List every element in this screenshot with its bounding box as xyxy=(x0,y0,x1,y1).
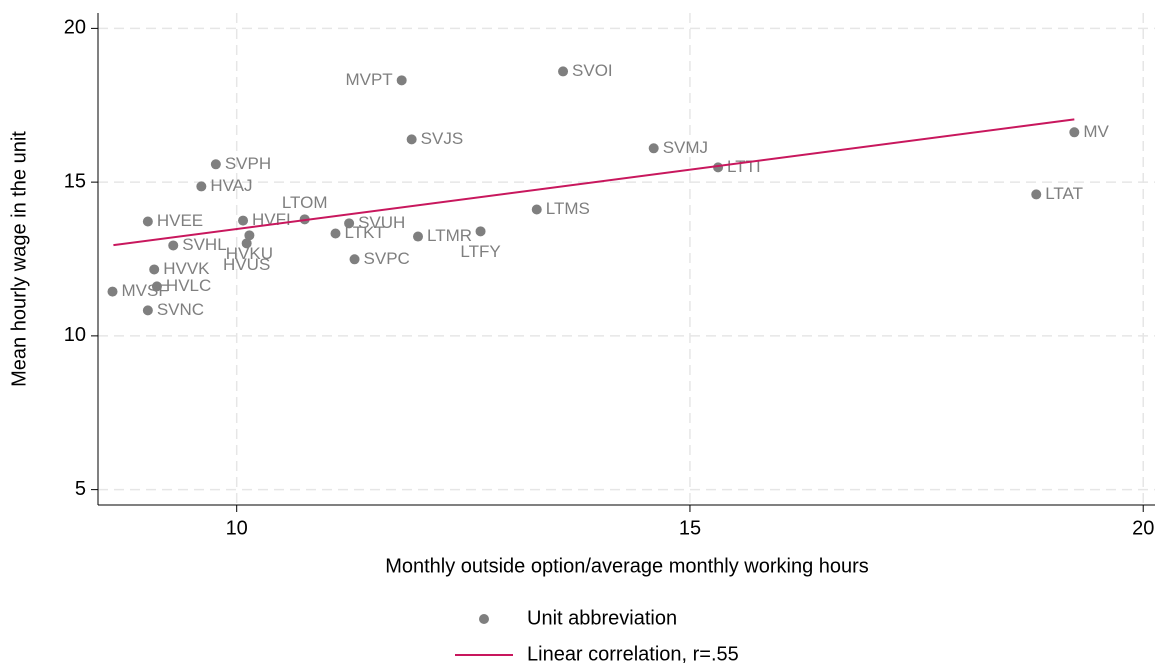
point xyxy=(151,281,162,292)
point xyxy=(558,66,569,77)
point-label: MVPT xyxy=(345,70,392,89)
point-label: HVUS xyxy=(223,255,270,274)
y-tick-label: 15 xyxy=(64,170,86,192)
y-axis-title: Mean hourly wage in the unit xyxy=(8,131,30,387)
point-label: LTMR xyxy=(427,226,472,245)
point xyxy=(531,204,542,215)
point-label: HVVK xyxy=(163,259,210,278)
point-label: HVLC xyxy=(166,276,211,295)
point xyxy=(330,228,341,239)
point xyxy=(413,231,424,242)
point xyxy=(196,181,207,192)
point-label: HVAJ xyxy=(210,176,252,195)
point-label: SVHL xyxy=(182,235,226,254)
x-axis-title: Monthly outside option/average monthly w… xyxy=(385,555,869,577)
point-label: LTTI xyxy=(727,157,761,176)
point-label: LTOM xyxy=(282,193,328,212)
point-label: SVUH xyxy=(358,213,405,232)
point xyxy=(648,143,659,154)
point xyxy=(349,254,360,265)
fit-line xyxy=(113,118,1075,247)
point-label: HVFI xyxy=(252,210,291,229)
x-tick-label: 10 xyxy=(226,517,248,539)
point xyxy=(107,286,118,297)
point xyxy=(142,305,153,316)
point xyxy=(168,240,179,251)
point xyxy=(1031,189,1042,200)
point xyxy=(475,226,486,237)
point-label: HVKU xyxy=(226,244,273,263)
point-label: SVNC xyxy=(157,300,204,319)
point-label: SVOI xyxy=(572,61,613,80)
x-tick-label: 15 xyxy=(679,517,701,539)
point xyxy=(210,159,221,170)
point-label: SVJS xyxy=(421,129,464,148)
point xyxy=(1069,127,1080,138)
point xyxy=(142,216,153,227)
point xyxy=(149,264,160,275)
point-label: MVSF xyxy=(122,281,169,300)
point xyxy=(406,134,417,145)
point-label: LTAT xyxy=(1045,184,1083,203)
point-label: LTKT xyxy=(345,223,385,242)
x-tick-label: 20 xyxy=(1132,517,1154,539)
point-label: HVEE xyxy=(157,211,203,230)
y-tick-label: 10 xyxy=(64,324,86,346)
point xyxy=(244,230,255,241)
point-label: LTMS xyxy=(546,199,590,218)
point xyxy=(238,215,249,226)
legend-marker xyxy=(479,614,489,624)
y-tick-label: 5 xyxy=(75,478,86,500)
legend-label: Linear correlation, r=.55 xyxy=(527,643,739,665)
point-label: SVPH xyxy=(225,154,271,173)
point xyxy=(344,218,355,229)
y-tick-label: 20 xyxy=(64,17,86,39)
point-label: SVPC xyxy=(364,249,410,268)
point-label: MV xyxy=(1083,122,1109,141)
point-label: SVMJ xyxy=(663,138,708,157)
point-label: LTFY xyxy=(460,242,500,261)
point xyxy=(241,238,252,249)
legend-label: Unit abbreviation xyxy=(527,607,677,629)
point xyxy=(396,75,407,86)
